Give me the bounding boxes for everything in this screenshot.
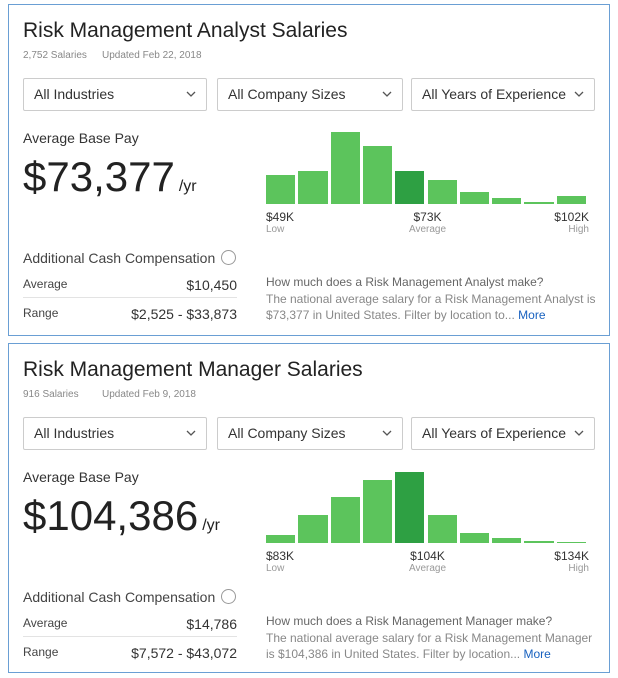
average-label: Average xyxy=(408,224,447,235)
filter-label: All Industries xyxy=(34,425,115,441)
low-label: Low xyxy=(266,563,285,574)
chevron-line xyxy=(186,430,196,436)
average-label: Average xyxy=(408,563,447,574)
salary-card: Risk Management Manager Salaries 916 Sala… xyxy=(8,343,610,673)
chevron xyxy=(186,430,196,436)
help-icon xyxy=(221,589,236,604)
salary-count: 2,752 Salaries xyxy=(23,50,87,61)
filter-dropdown[interactable]: All Company Sizes xyxy=(217,78,403,111)
chevron-line xyxy=(186,91,196,97)
filter-dropdown[interactable]: All Years of Experience xyxy=(411,78,595,111)
comp-value: $2,525 - $33,873 xyxy=(131,306,237,322)
chevron xyxy=(574,91,584,97)
filter-dropdown[interactable]: All Years of Experience xyxy=(411,417,595,450)
average-value: $104K xyxy=(410,549,445,563)
unit: /yr xyxy=(202,517,220,534)
filter-label: All Industries xyxy=(34,86,115,102)
high-value: $134K xyxy=(554,549,589,563)
histogram-bar xyxy=(298,171,328,204)
low-value: $83K xyxy=(266,549,295,563)
question: How much does a Risk Management Analyst … xyxy=(266,275,544,289)
updated-date: Updated Feb 22, 2018 xyxy=(102,50,202,61)
comp-value: $14,786 xyxy=(186,616,237,632)
pay-amount: $73,377/yr xyxy=(23,153,197,201)
histogram-bar xyxy=(492,198,522,204)
filter-label: All Years of Experience xyxy=(422,425,566,441)
histogram-bar xyxy=(298,515,328,543)
histogram-bar xyxy=(459,192,490,204)
chevron xyxy=(382,91,392,97)
filter-dropdown[interactable]: All Industries xyxy=(23,417,207,450)
histogram-bar xyxy=(266,175,296,204)
comp-label: Range xyxy=(23,645,59,659)
histogram-bar xyxy=(395,171,425,204)
chevron-line xyxy=(574,430,584,436)
histogram-bar xyxy=(330,497,360,543)
histogram-bar xyxy=(459,533,490,543)
histogram-bar xyxy=(362,480,393,543)
card-title: Risk Management Analyst Salaries xyxy=(23,19,348,42)
amount: $73,377 xyxy=(23,153,175,200)
low-value: $49K xyxy=(266,210,295,224)
histogram-bar xyxy=(266,535,296,543)
description: The national average salary for a Risk M… xyxy=(266,291,596,323)
comp-value: $7,572 - $43,072 xyxy=(131,645,237,661)
histogram-bar xyxy=(395,472,425,543)
filter-label: All Company Sizes xyxy=(228,86,346,102)
histogram-bar xyxy=(556,196,586,204)
card-title: Risk Management Manager Salaries xyxy=(23,358,363,381)
pay-label: Average Base Pay xyxy=(23,469,139,485)
additional-title: Additional Cash Compensation xyxy=(23,250,216,266)
chevron xyxy=(186,91,196,97)
description: The national average salary for a Risk M… xyxy=(266,630,596,662)
chevron-line xyxy=(574,91,584,97)
updated-date: Updated Feb 9, 2018 xyxy=(102,389,196,400)
unit: /yr xyxy=(178,178,197,195)
separator xyxy=(23,636,237,637)
comp-label: Average xyxy=(23,616,68,630)
comp-value: $10,450 xyxy=(186,277,237,293)
histogram-bar xyxy=(492,538,522,543)
comp-label: Range xyxy=(23,306,59,320)
filter-dropdown[interactable]: All Company Sizes xyxy=(217,417,403,450)
chevron-line xyxy=(382,430,392,436)
high-label: High xyxy=(568,224,589,235)
histogram-bar xyxy=(427,180,457,204)
comp-label: Average xyxy=(23,277,68,291)
histogram-bar xyxy=(524,202,554,204)
help-icon xyxy=(221,250,236,265)
high-value: $102K xyxy=(554,210,589,224)
more-link[interactable]: More xyxy=(518,308,546,322)
pay-amount: $104,386/yr xyxy=(23,492,220,540)
pay-label: Average Base Pay xyxy=(23,130,139,146)
chevron xyxy=(574,430,584,436)
histogram-bar xyxy=(330,132,360,204)
chevron-line xyxy=(382,91,392,97)
histogram-bar xyxy=(524,541,554,543)
filter-dropdown[interactable]: All Industries xyxy=(23,78,207,111)
description-text: The national average salary for a Risk M… xyxy=(266,292,596,322)
additional-title: Additional Cash Compensation xyxy=(23,589,216,605)
high-label: High xyxy=(568,563,589,574)
more-link[interactable]: More xyxy=(523,647,551,661)
average-value: $73K xyxy=(413,210,442,224)
filter-label: All Years of Experience xyxy=(422,86,566,102)
filter-label: All Company Sizes xyxy=(228,425,346,441)
chevron xyxy=(382,430,392,436)
question: How much does a Risk Management Manager … xyxy=(266,614,553,628)
salary-card: Risk Management Analyst Salaries 2,752 Sa… xyxy=(8,4,610,336)
description-text: The national average salary for a Risk M… xyxy=(266,631,593,661)
histogram-bar xyxy=(556,542,586,543)
salary-count: 916 Salaries xyxy=(23,389,79,400)
histogram-bar xyxy=(427,515,457,543)
separator xyxy=(23,297,237,298)
histogram-bar xyxy=(362,146,393,204)
amount: $104,386 xyxy=(23,492,199,539)
low-label: Low xyxy=(266,224,285,235)
